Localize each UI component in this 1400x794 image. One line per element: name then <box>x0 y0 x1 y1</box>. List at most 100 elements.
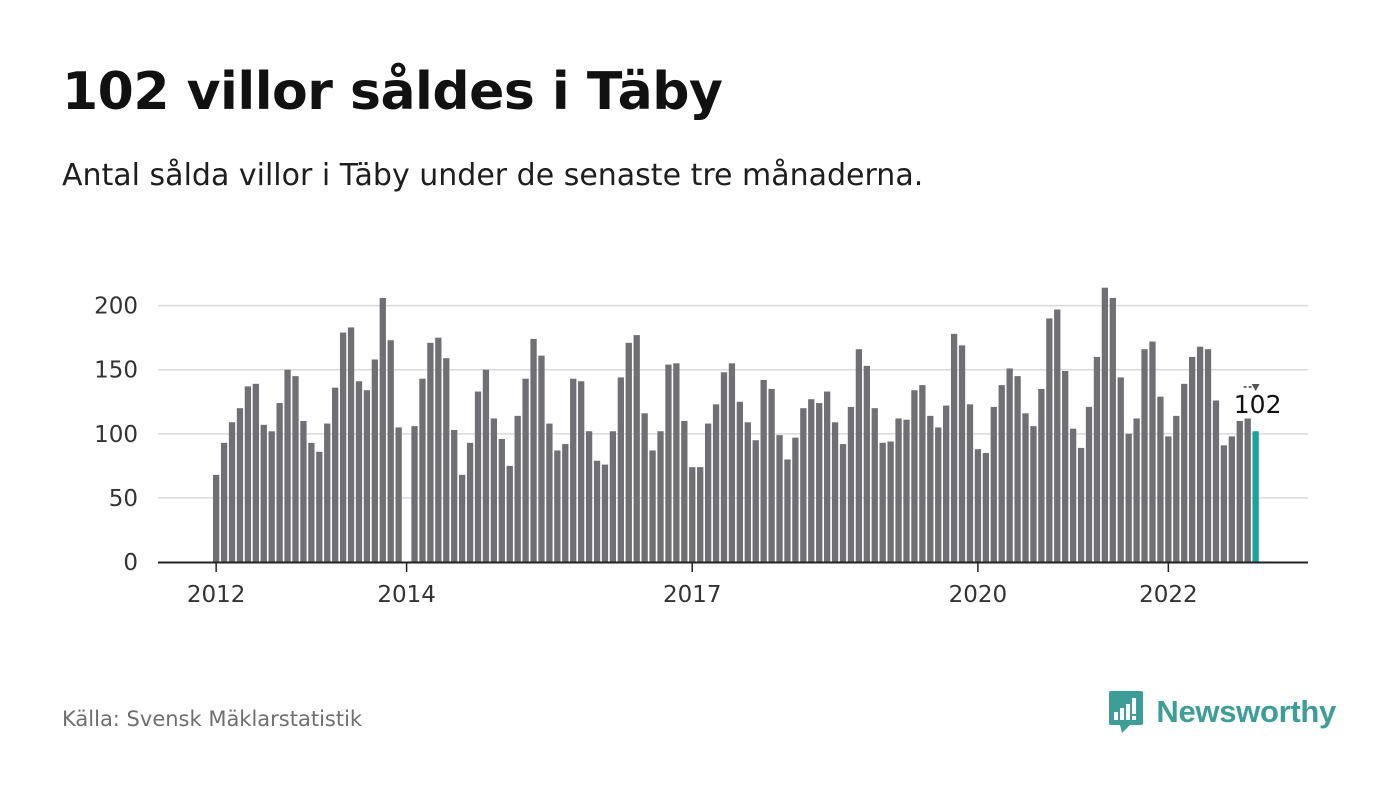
bar <box>847 406 855 562</box>
bar <box>1173 415 1180 562</box>
bar <box>466 442 474 562</box>
bar <box>657 431 664 562</box>
bar <box>1093 356 1101 562</box>
bar <box>411 426 418 562</box>
bar <box>1133 418 1140 562</box>
bar-chart-speech-bubble-icon <box>1109 691 1144 733</box>
bar <box>395 427 402 562</box>
bar <box>490 418 498 562</box>
bar <box>530 338 537 562</box>
bar <box>1220 445 1228 562</box>
bar <box>1085 406 1093 562</box>
bar <box>339 332 347 562</box>
bar <box>831 422 839 562</box>
bar <box>474 391 482 562</box>
bar <box>760 379 767 562</box>
bar <box>514 415 521 562</box>
source-note: Källa: Svensk Mäklarstatistik <box>62 707 363 731</box>
bar <box>1077 447 1085 562</box>
bar <box>744 422 751 562</box>
bar <box>252 383 259 562</box>
bar <box>728 363 736 562</box>
bar <box>958 345 966 562</box>
bar <box>482 369 490 562</box>
bar <box>268 431 275 562</box>
bar <box>752 440 759 562</box>
bar <box>332 387 339 562</box>
bar <box>617 377 624 562</box>
bar <box>1165 436 1172 562</box>
bar <box>506 465 513 562</box>
bar <box>720 372 728 562</box>
bar <box>673 363 680 562</box>
bar <box>347 327 355 562</box>
bar <box>371 359 378 562</box>
bar <box>451 429 458 562</box>
bar <box>927 415 934 562</box>
y-axis-ticks: 0 50 100 150 200 <box>94 294 138 576</box>
bar <box>554 450 561 562</box>
bar <box>1069 428 1077 562</box>
bar <box>379 297 386 562</box>
bar <box>1204 349 1212 562</box>
bar <box>768 388 775 562</box>
bar <box>1030 426 1037 562</box>
bar <box>220 442 228 562</box>
bar <box>839 444 847 562</box>
bar <box>1212 400 1220 562</box>
bar <box>935 427 942 562</box>
bar <box>1101 287 1109 562</box>
bar <box>419 378 426 562</box>
bar <box>879 442 886 562</box>
bar <box>1244 418 1251 562</box>
bar <box>355 381 363 562</box>
bar <box>1189 356 1196 562</box>
bar <box>522 378 529 562</box>
bar <box>736 401 744 562</box>
bar <box>244 386 252 562</box>
bar <box>1181 383 1188 562</box>
bar <box>919 385 926 562</box>
bar <box>601 464 609 562</box>
bar <box>324 423 331 562</box>
bar <box>998 385 1005 562</box>
bar <box>943 405 950 562</box>
bar <box>625 342 632 562</box>
bar <box>816 403 823 562</box>
bar <box>308 442 315 562</box>
bar <box>363 390 371 562</box>
highlight-value-label: 102 <box>1234 390 1282 419</box>
bar <box>387 340 394 562</box>
y-tick-label: 100 <box>94 422 138 448</box>
bar <box>1109 297 1116 562</box>
bars <box>213 287 1259 562</box>
x-tick-label: 2020 <box>949 582 1008 608</box>
bar <box>1236 421 1243 562</box>
brand-name: Newsworthy <box>1156 694 1336 729</box>
x-tick-label: 2014 <box>377 582 436 608</box>
bar <box>538 355 545 562</box>
bar <box>260 424 267 562</box>
bar <box>562 444 569 562</box>
bar <box>863 365 870 562</box>
bar <box>950 333 958 562</box>
page-title: 102 villor såldes i Täby <box>62 62 723 122</box>
bar <box>1157 396 1164 562</box>
bar <box>974 449 982 562</box>
bar <box>823 391 831 562</box>
bar <box>776 435 783 562</box>
bar <box>1006 368 1013 562</box>
y-tick-label: 200 <box>94 294 138 320</box>
x-axis-ticks: 2012 2014 2017 2020 2022 <box>187 562 1198 608</box>
bar <box>213 474 220 562</box>
bar <box>316 451 323 562</box>
bar <box>1022 413 1029 562</box>
highlight-annotation: 102 <box>1234 384 1282 419</box>
bar <box>1125 433 1132 562</box>
bar <box>609 431 617 562</box>
bar <box>1038 388 1045 562</box>
bar <box>1054 309 1061 562</box>
bar <box>427 342 434 562</box>
bar <box>911 390 918 562</box>
